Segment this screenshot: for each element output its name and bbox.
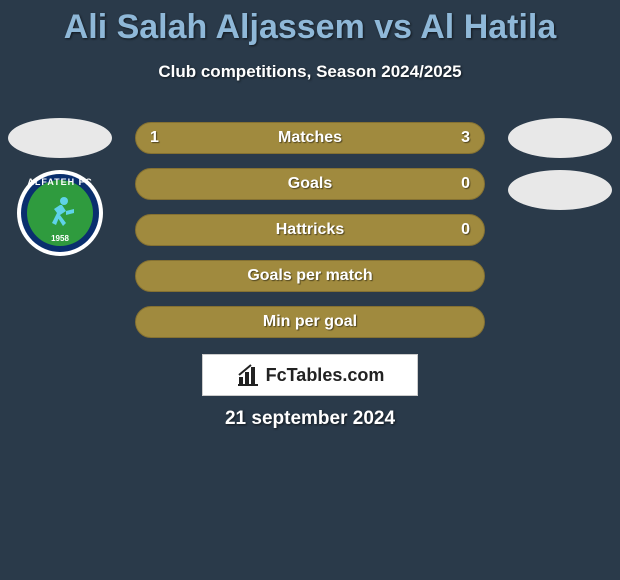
- comparison-bars: 1 Matches 3 Goals 0 Hattricks 0 Goals pe…: [135, 122, 485, 338]
- branding-box: FcTables.com: [202, 354, 418, 396]
- left-player-column: ALFATEH FC 1958: [8, 118, 112, 256]
- club-badge-placeholder: [508, 170, 612, 210]
- stat-value-right: 0: [461, 221, 470, 239]
- stat-label: Goals: [288, 175, 332, 193]
- stat-bar: Hattricks 0: [135, 214, 485, 246]
- subtitle: Club competitions, Season 2024/2025: [0, 62, 620, 82]
- stat-label: Matches: [278, 129, 342, 147]
- stat-bar: Goals 0: [135, 168, 485, 200]
- branding-text: FcTables.com: [266, 365, 385, 386]
- date-label: 21 september 2024: [0, 408, 620, 430]
- club-badge: ALFATEH FC 1958: [17, 170, 103, 256]
- club-badge-year: 1958: [17, 234, 103, 243]
- runner-icon: [40, 193, 80, 233]
- stat-bar: Min per goal: [135, 306, 485, 338]
- stat-bar: 1 Matches 3: [135, 122, 485, 154]
- stat-label: Goals per match: [247, 267, 372, 285]
- player-photo-placeholder: [508, 118, 612, 158]
- comparison-infographic: Ali Salah Aljassem vs Al Hatila Club com…: [0, 0, 620, 580]
- stat-label: Hattricks: [276, 221, 344, 239]
- stat-bar: Goals per match: [135, 260, 485, 292]
- page-title: Ali Salah Aljassem vs Al Hatila: [0, 8, 620, 47]
- right-player-column: [508, 118, 612, 210]
- stat-value-left: 1: [150, 129, 159, 147]
- player-photo-placeholder: [8, 118, 112, 158]
- stat-label: Min per goal: [263, 313, 357, 331]
- stat-value-right: 0: [461, 175, 470, 193]
- stat-value-right: 3: [461, 129, 470, 147]
- bar-chart-icon: [236, 363, 260, 387]
- club-badge-label: ALFATEH FC: [17, 177, 103, 187]
